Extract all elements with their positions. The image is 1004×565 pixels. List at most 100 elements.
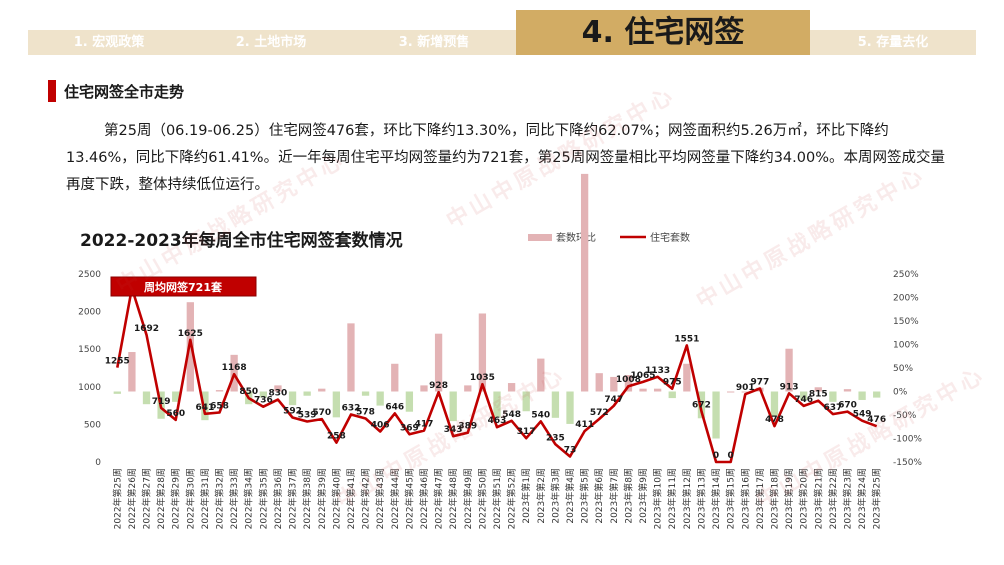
- x-category-label: 2023年第3周: [549, 468, 561, 524]
- units-data-label: 406: [371, 420, 390, 430]
- chart-title: 2022-2023年每周全市住宅网签套数情况: [80, 230, 403, 251]
- x-category-label: 2022年第28周: [155, 468, 167, 529]
- mom-bar: [522, 391, 530, 412]
- tab-new-presale[interactable]: 3. 新增预售: [398, 35, 470, 50]
- mom-bar: [113, 391, 121, 394]
- x-category-label: 2022年第26周: [126, 468, 138, 529]
- mom-bar: [391, 363, 399, 392]
- right-axis: -150% -100% -50% 0% 50% 100% 150% 200% 250%: [893, 270, 922, 468]
- mom-bar: [580, 173, 589, 392]
- x-category-label: 2022年第37周: [287, 468, 299, 529]
- mom-bar: [843, 389, 852, 392]
- units-data-label: 746: [794, 395, 813, 405]
- units-data-label: 317: [517, 427, 536, 437]
- mom-bar: [697, 391, 706, 419]
- units-data-label: 578: [356, 408, 375, 418]
- mom-bar: [566, 391, 574, 424]
- units-data-label: 632: [342, 403, 361, 413]
- units-data-label: 548: [502, 410, 521, 420]
- units-data-label: 389: [458, 422, 477, 432]
- mom-bar: [785, 348, 793, 392]
- tab-land-market[interactable]: 2. 土地市场: [235, 35, 307, 50]
- units-data-label: 549: [853, 410, 872, 420]
- mom-bar: [405, 391, 414, 412]
- x-category-label: 2022年第25周: [111, 468, 123, 529]
- x-category-label: 2023年第13周: [695, 468, 707, 529]
- x-category-label: 2022年第45周: [403, 468, 415, 529]
- x-category-label: 2023年第4周: [564, 468, 576, 524]
- units-data-label: 258: [327, 432, 346, 442]
- units-data-label: 670: [838, 401, 857, 411]
- mom-bar: [800, 391, 808, 400]
- left-tick-label: 2500: [78, 270, 101, 280]
- mom-bar: [201, 391, 209, 421]
- units-data-label: 1625: [178, 329, 203, 339]
- mom-bar: [376, 391, 384, 406]
- mom-bar: [493, 391, 501, 418]
- units-data-label: 73: [564, 446, 577, 456]
- units-data-label: 736: [254, 396, 273, 406]
- x-category-label: 2022年第51周: [491, 468, 503, 529]
- x-category-label: 2022年第27周: [141, 468, 153, 529]
- left-tick-label: 2000: [78, 308, 101, 318]
- units-data-label: 540: [531, 410, 550, 420]
- units-data-label: 719: [152, 397, 171, 407]
- mom-bar: [420, 385, 428, 392]
- x-category-label: 2023年第6周: [593, 468, 605, 524]
- mom-bar: [332, 391, 341, 418]
- units-data-label: 747: [604, 395, 623, 405]
- left-tick-label: 0: [95, 458, 101, 468]
- units-data-label: 572: [590, 408, 609, 418]
- units-data-label: 1692: [134, 324, 159, 334]
- x-category-label: 2023年第1周: [520, 468, 532, 524]
- mom-bar: [741, 391, 749, 393]
- x-category-label: 2022年第42周: [360, 468, 372, 529]
- units-data-label: 815: [809, 390, 828, 400]
- mom-bar: [624, 375, 633, 392]
- right-tick-label: 150%: [893, 317, 919, 327]
- mom-bar: [595, 373, 603, 392]
- units-data-label: 1035: [470, 373, 495, 383]
- units-data-label: 641: [196, 403, 215, 413]
- nav-background: [28, 30, 976, 55]
- x-category-label: 2023年第15周: [725, 468, 737, 529]
- mom-bar: [259, 391, 267, 398]
- mom-bar: [274, 385, 282, 392]
- units-data-label: 560: [166, 409, 185, 419]
- units-data-label: 975: [663, 378, 682, 388]
- average-annotation-text: 周均网签721套: [144, 280, 223, 294]
- x-category-label: 2022年第30周: [184, 468, 196, 529]
- units-data-label: 0: [728, 451, 734, 461]
- mom-bar: [303, 391, 311, 396]
- right-tick-label: 250%: [893, 270, 919, 280]
- x-category-label: 2022年第36周: [272, 468, 284, 529]
- tab-macro-policy[interactable]: 1. 宏观政策: [73, 35, 145, 50]
- units-data-label: 977: [750, 378, 769, 388]
- mom-bar: [142, 391, 151, 405]
- units-data-label: 592: [283, 406, 302, 416]
- mom-bar: [537, 358, 545, 392]
- x-category-label: 2022年第29周: [170, 468, 182, 529]
- mom-bar: [653, 388, 662, 392]
- mom-bar: [858, 391, 866, 400]
- x-category-label: 2023年第5周: [579, 468, 591, 524]
- units-data-label: 913: [780, 382, 799, 392]
- units-data-label: 539: [298, 410, 317, 420]
- average-annotation-box: [110, 276, 257, 297]
- units-data-label: 672: [692, 400, 711, 410]
- mom-bar: [507, 383, 516, 392]
- units-data-labels: 1255231316927195601625641658116885073683…: [105, 277, 886, 461]
- x-category-label: 2023年第24周: [856, 468, 868, 529]
- section-title: 住宅网签全市走势: [64, 83, 185, 101]
- x-category-label: 2023年第8周: [622, 468, 634, 524]
- summary-paragraph: 第25周（06.19-06.25）住宅网签476套，环比下降约13.30%，同比…: [66, 123, 945, 193]
- x-category-label: 2022年第49周: [462, 468, 474, 529]
- legend-swatch-mom: [528, 234, 552, 241]
- tab-residential-signing[interactable]: 4. 住宅网签: [516, 10, 810, 55]
- tab-inventory[interactable]: 5. 存量去化: [857, 35, 929, 50]
- mom-bar: [683, 363, 691, 392]
- right-tick-label: -150%: [893, 458, 922, 468]
- x-category-label: 2023年第7周: [608, 468, 620, 524]
- units-data-label: 235: [546, 433, 565, 443]
